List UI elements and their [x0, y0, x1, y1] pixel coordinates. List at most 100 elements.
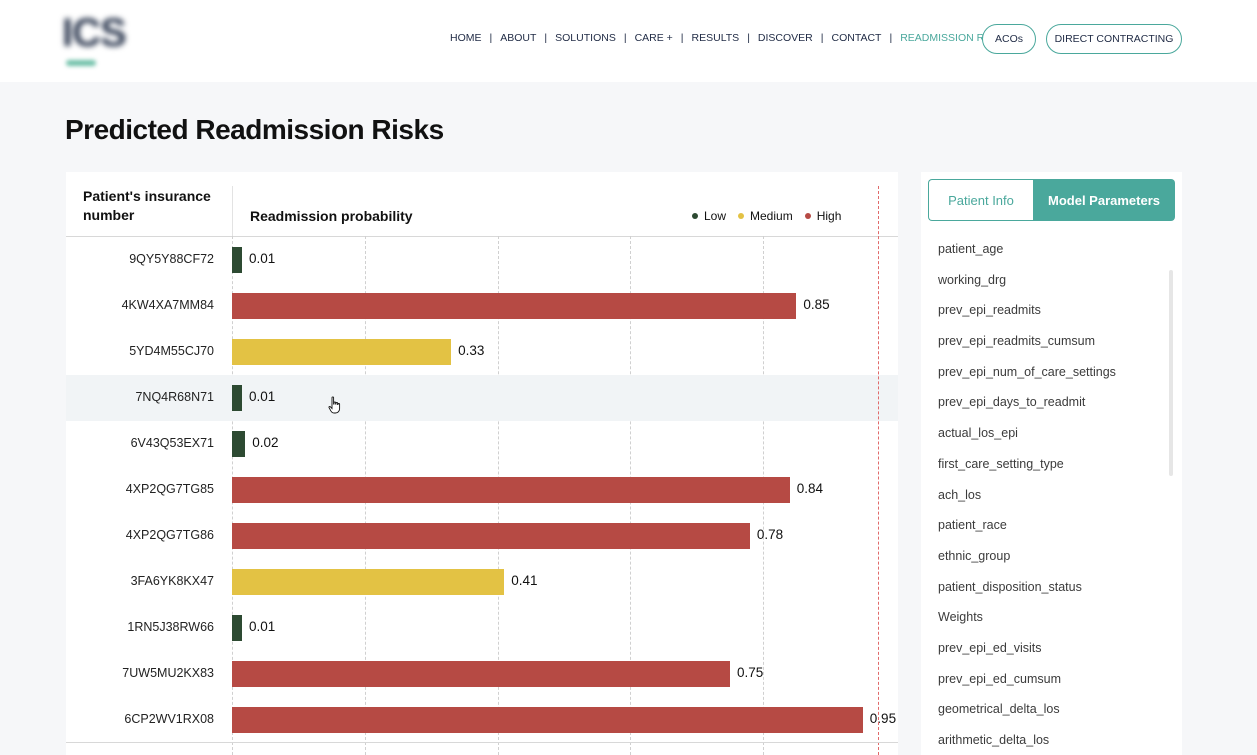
nav-item-discover[interactable]: DISCOVER	[757, 32, 813, 44]
probability-value: 0.33	[458, 343, 485, 358]
nav-item-contact[interactable]: CONTACT	[831, 32, 882, 44]
parameter-item[interactable]: prev_epi_ed_visits	[938, 640, 1042, 655]
nav-separator: |	[623, 32, 627, 44]
legend-dot-icon	[738, 213, 745, 219]
parameter-item[interactable]: prev_epi_ed_cumsum	[938, 671, 1061, 686]
probability-bar[interactable]	[232, 477, 790, 503]
insurance-number: 1RN5J38RW66	[127, 620, 214, 634]
logo-text: ICS	[62, 11, 127, 55]
table-row[interactable]: 1RN5J38RW66 0.01	[66, 605, 898, 651]
table-row[interactable]: 7UW5MU2KX83 0.75	[66, 651, 898, 697]
parameter-item[interactable]: arithmetic_delta_los	[938, 733, 1050, 747]
table-row[interactable]: 4XP2QG7TG85 0.84	[66, 467, 898, 513]
nav-item-readmission-risks[interactable]: READMISSION RISKS	[900, 32, 1009, 44]
company-logo[interactable]: ICS	[62, 12, 134, 70]
probability-bar[interactable]	[232, 247, 242, 273]
table-row[interactable]: 6CP2WV1RX08 0.95	[66, 697, 898, 743]
probability-value: 0.85	[803, 297, 830, 312]
legend-item-medium: Medium	[738, 209, 793, 223]
table-row[interactable]: 6V43Q53EX71 0.02	[66, 421, 898, 467]
probability-bar[interactable]	[232, 385, 242, 411]
probability-value: 0.78	[756, 527, 784, 542]
probability-bar[interactable]	[232, 661, 730, 687]
nav-separator: |	[489, 32, 493, 44]
parameter-item[interactable]: patient_disposition_status	[938, 579, 1082, 594]
logo-accent-bar	[66, 60, 96, 66]
parameter-item[interactable]: working_drg	[938, 272, 1007, 287]
risk-legend: Low Medium High	[692, 209, 853, 223]
probability-value: 0.75	[737, 665, 764, 680]
parameter-item[interactable]: actual_los_epi	[938, 426, 1018, 441]
insurance-number: 9QY5Y88CF72	[129, 252, 214, 266]
probability-bar[interactable]	[232, 339, 452, 365]
insurance-number: 4XP2QG7TG86	[125, 528, 214, 542]
legend-dot-icon	[804, 213, 811, 219]
parameter-item[interactable]: prev_epi_days_to_readmit	[938, 395, 1086, 410]
acos-button[interactable]: ACOs	[982, 24, 1036, 54]
probability-bar[interactable]	[232, 569, 505, 595]
probability-bar[interactable]	[232, 523, 750, 549]
parameter-item[interactable]: Weights	[938, 610, 983, 625]
parameter-item[interactable]: ethnic_group	[938, 548, 1011, 563]
insurance-number: 6CP2WV1RX08	[124, 712, 214, 726]
nav-item-care[interactable]: CARE +	[634, 32, 673, 44]
insurance-number: 4XP2QG7TG85	[125, 482, 214, 496]
probability-value: 0.84	[796, 481, 824, 496]
nav-item-results[interactable]: RESULTS	[691, 32, 740, 44]
legend-label: Medium	[750, 209, 793, 223]
legend-label: Low	[704, 209, 727, 223]
table-row[interactable]: 3FA6YK8KX47 0.41	[66, 559, 898, 605]
legend-item-low: Low	[692, 209, 726, 223]
probability-bar[interactable]	[232, 431, 246, 457]
parameter-item[interactable]: geometrical_delta_los	[938, 702, 1060, 717]
nav-item-home[interactable]: HOME	[450, 32, 482, 44]
header-rule	[66, 236, 898, 237]
nav-separator: |	[747, 32, 750, 44]
probability-bar[interactable]	[232, 707, 863, 733]
side-tabs: Patient Info Model Parameters	[928, 179, 1175, 221]
insurance-number: 5YD4M55CJ70	[129, 344, 214, 358]
insurance-number-column-header[interactable]: Patient's insurance number	[83, 188, 211, 223]
tab-model-parameters[interactable]: Model Parameters	[1033, 179, 1175, 221]
site-header: ICS HOME | ABOUT | SOLUTIONS | CARE + | RESULTS |…	[0, 0, 1257, 82]
parameter-item[interactable]: ach_los	[938, 487, 982, 502]
table-row[interactable]: 7NQ4R68N71 0.01	[66, 375, 898, 421]
probability-column-header[interactable]: Readmission probability	[250, 208, 413, 224]
legend-label: High	[816, 209, 842, 223]
probability-value: 0.01	[249, 251, 276, 266]
table-row[interactable]: 4XP2QG7TG86 0.78	[66, 513, 898, 559]
probability-bar[interactable]	[232, 293, 797, 319]
tab-patient-info[interactable]: Patient Info	[928, 179, 1033, 221]
table-row[interactable]: 9QY5Y88CF72 0.01	[66, 237, 898, 283]
insurance-number: 3FA6YK8KX47	[130, 574, 214, 588]
table-row[interactable]: 5YD4M55CJ70 0.33	[66, 329, 898, 375]
parameter-item[interactable]: patient_age	[938, 242, 1004, 256]
legend-dot-icon	[692, 213, 698, 219]
probability-value: 0.95	[869, 711, 897, 726]
main-nav: HOME | ABOUT | SOLUTIONS | CARE + | RESULTS | DISC…	[450, 32, 1008, 44]
direct-contracting-button[interactable]: DIRECT CONTRACTING	[1046, 24, 1182, 54]
insurance-number: 6V43Q53EX71	[130, 436, 214, 450]
insurance-number: 7NQ4R68N71	[135, 390, 214, 404]
parameter-item[interactable]: prev_epi_num_of_care_settings	[938, 364, 1116, 379]
probability-value: 0.41	[511, 573, 538, 588]
nav-item-about[interactable]: ABOUT	[500, 32, 537, 44]
nav-item-solutions[interactable]: SOLUTIONS	[555, 32, 616, 44]
threshold-line	[878, 186, 879, 755]
parameter-list-scrollbar[interactable]	[1169, 270, 1173, 476]
parameters-side-panel: Patient Info Model Parameters patient_ag…	[921, 172, 1182, 755]
table-row[interactable]: 4KW4XA7MM84 0.85	[66, 283, 898, 329]
insurance-number: 4KW4XA7MM84	[121, 298, 214, 312]
nav-separator: |	[889, 32, 893, 44]
readmission-chart-panel: Patient's insurance number Readmission p…	[66, 172, 898, 755]
parameter-item[interactable]: prev_epi_readmits_cumsum	[938, 334, 1096, 349]
insurance-number: 7UW5MU2KX83	[122, 666, 214, 680]
probability-value: 0.01	[249, 619, 276, 634]
nav-separator: |	[544, 32, 548, 44]
parameter-item[interactable]: first_care_setting_type	[938, 456, 1064, 471]
parameter-item[interactable]: patient_race	[938, 518, 1007, 533]
parameter-item[interactable]: prev_epi_readmits	[938, 303, 1041, 318]
probability-bar[interactable]	[232, 615, 242, 641]
page-title: Predicted Readmission Risks	[65, 114, 444, 145]
